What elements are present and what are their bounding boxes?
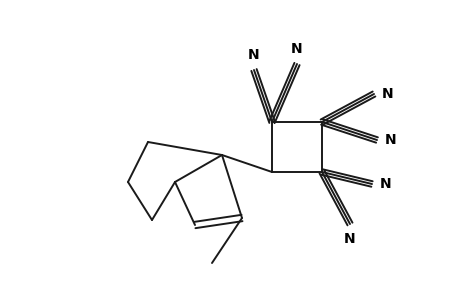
Text: N: N (384, 133, 396, 147)
Text: N: N (379, 177, 391, 191)
Text: N: N (343, 232, 355, 246)
Text: N: N (248, 48, 259, 62)
Text: N: N (291, 42, 302, 56)
Text: N: N (381, 87, 393, 101)
